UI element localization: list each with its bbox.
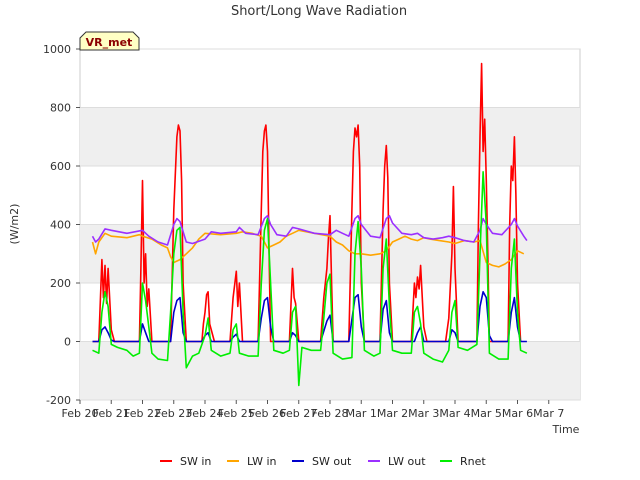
x-tick-label: Feb 27 xyxy=(280,407,317,420)
x-tick-label: Feb 24 xyxy=(187,407,224,420)
x-axis-label: Time xyxy=(552,423,580,436)
grid-band xyxy=(80,107,580,166)
legend-label: SW in xyxy=(180,455,211,468)
y-tick-label: 0 xyxy=(64,336,71,349)
y-axis-label: (W/m2) xyxy=(8,204,21,245)
x-tick-label: Mar 5 xyxy=(471,407,502,420)
y-tick-label: 600 xyxy=(50,160,71,173)
series-line-rnet xyxy=(92,171,528,387)
series-line-lw-out xyxy=(91,214,528,246)
x-tick-label: Mar 2 xyxy=(377,407,408,420)
chart-title: Short/Long Wave Radiation xyxy=(231,4,407,19)
legend: SW in LW in SW out LW out Rnet xyxy=(160,455,486,468)
station-badge: VR_met xyxy=(79,31,140,51)
y-tick-label: 400 xyxy=(50,219,71,232)
legend-label: Rnet xyxy=(460,455,486,468)
legend-label: LW in xyxy=(247,455,277,468)
x-tick-label: Feb 23 xyxy=(155,407,192,420)
x-tick-label: Mar 6 xyxy=(502,407,533,420)
station-badge-shape xyxy=(79,31,140,51)
x-tick-label: Feb 20 xyxy=(62,407,99,420)
y-tick-label: 800 xyxy=(50,102,71,115)
series-line-sw-out xyxy=(92,291,527,343)
x-tick-label: Mar 1 xyxy=(346,407,377,420)
x-tick-label: Feb 28 xyxy=(312,407,349,420)
series-layer xyxy=(91,62,528,387)
y-axis-ticks: -200 0 200 400 600 800 1000 xyxy=(43,43,80,407)
x-tick-label: Feb 25 xyxy=(218,407,255,420)
y-tick-label: -200 xyxy=(46,394,71,407)
legend-label: LW out xyxy=(388,455,426,468)
x-tick-label: Mar 7 xyxy=(533,407,564,420)
x-tick-label: Feb 21 xyxy=(93,407,130,420)
x-tick-label: Mar 4 xyxy=(439,407,470,420)
y-tick-label: 1000 xyxy=(43,43,71,56)
x-tick-label: Mar 3 xyxy=(408,407,439,420)
x-tick-label: Feb 26 xyxy=(249,407,286,420)
grid-band xyxy=(80,341,580,400)
x-tick-label: Feb 22 xyxy=(124,407,161,420)
station-badge-text: VR_met xyxy=(86,36,133,49)
y-tick-label: 200 xyxy=(50,277,71,290)
legend-label: SW out xyxy=(312,455,352,468)
